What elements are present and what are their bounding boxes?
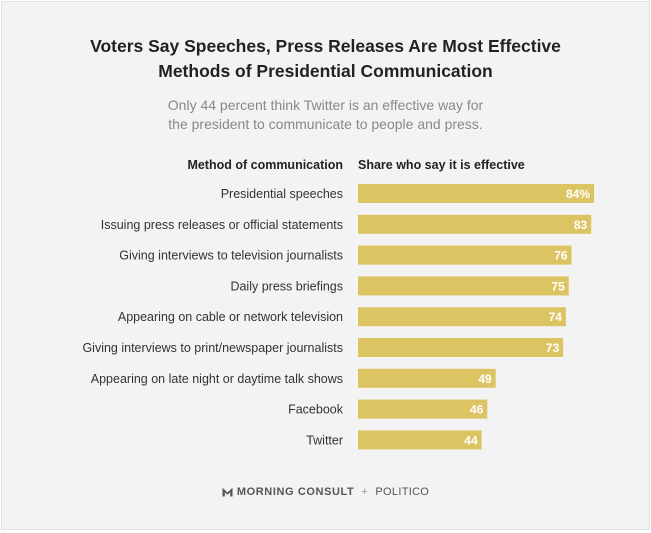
bar <box>358 245 572 265</box>
bar-value-label: 44 <box>464 433 478 447</box>
chart-subtitle: Only 44 percent think Twitter is an effe… <box>0 96 651 134</box>
source-separator: + <box>361 486 369 498</box>
bar <box>358 430 482 450</box>
bar-value-label: 74 <box>549 310 563 324</box>
bar-value-label: 46 <box>470 403 484 417</box>
category-label: Twitter <box>306 433 343 447</box>
bar <box>358 214 592 234</box>
bar-value-label: 84% <box>566 187 590 201</box>
morning-consult-logo-icon <box>222 487 233 497</box>
value-column-header: Share who say it is effective <box>358 158 525 172</box>
subtitle-line-2: the president to communicate to people a… <box>168 116 483 132</box>
bar <box>358 368 496 388</box>
category-label: Giving interviews to television journali… <box>119 249 343 263</box>
bar <box>358 338 564 357</box>
source-morning-consult: MORNING CONSULT <box>236 486 355 498</box>
source-politico: POLITICO <box>375 486 430 498</box>
bar <box>358 276 569 296</box>
bar-value-label: 75 <box>551 279 565 293</box>
chart-title: Voters Say Speeches, Press Releases Are … <box>0 34 651 84</box>
category-column-header: Method of communication <box>187 158 343 172</box>
bar <box>358 184 595 203</box>
category-label: Giving interviews to print/newspaper jou… <box>82 341 343 355</box>
title-line-2: Methods of Presidential Communication <box>158 61 493 81</box>
bar-value-label: 73 <box>546 341 560 355</box>
bar <box>358 399 488 419</box>
subtitle-line-1: Only 44 percent think Twitter is an effe… <box>167 97 484 113</box>
category-label: Issuing press releases or official state… <box>101 218 343 232</box>
title-line-1: Voters Say Speeches, Press Releases Are … <box>90 36 561 56</box>
bar-value-label: 76 <box>554 249 568 263</box>
category-label: Facebook <box>288 403 344 417</box>
category-label: Presidential speeches <box>221 187 343 201</box>
category-label: Appearing on late night or daytime talk … <box>91 372 343 386</box>
bar-value-label: 83 <box>574 218 588 232</box>
category-label: Daily press briefings <box>230 279 343 293</box>
footer-credits: MORNING CONSULT + POLITICO <box>0 486 651 498</box>
category-label: Appearing on cable or network television <box>118 310 343 324</box>
bar-value-label: 49 <box>478 372 492 386</box>
bar <box>358 307 566 327</box>
